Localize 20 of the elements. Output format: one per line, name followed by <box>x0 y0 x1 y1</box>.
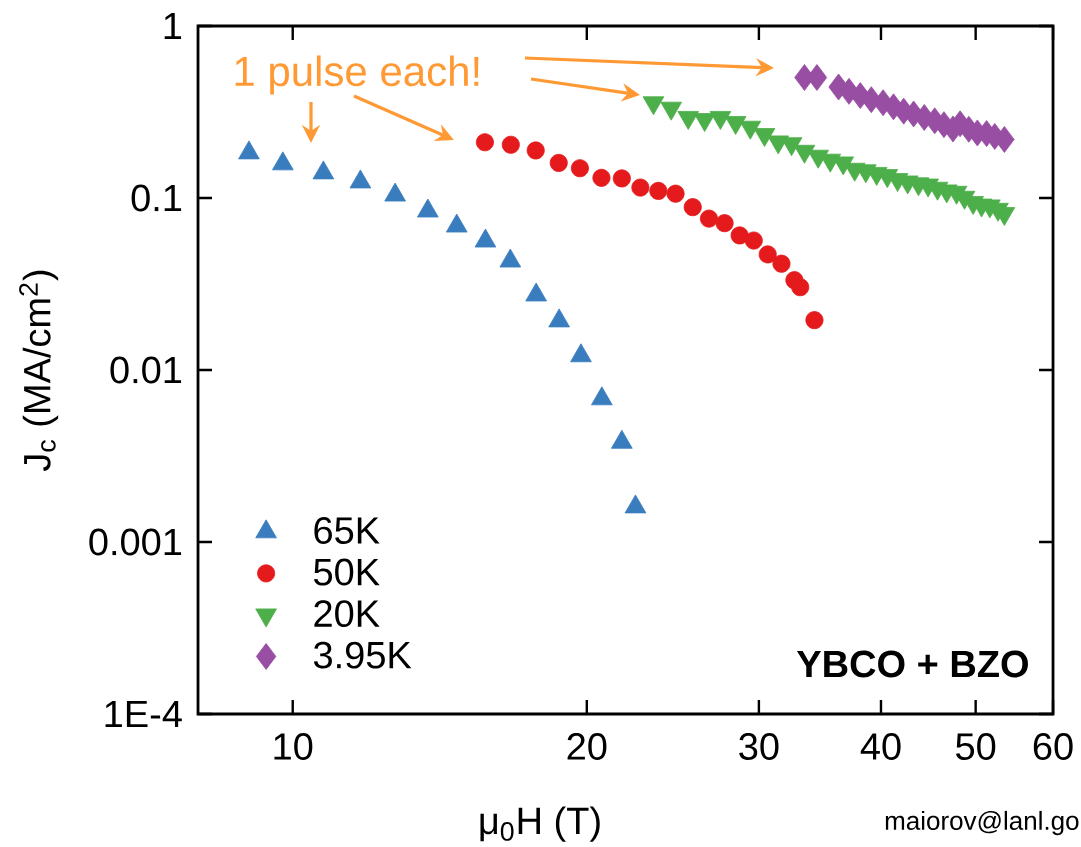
x-tick-label: 10 <box>274 733 313 760</box>
x-tick-label: 60 <box>1033 733 1073 760</box>
x-tick-label: 40 <box>860 733 901 760</box>
x-axis-title: μ$_{0}$H (T) <box>480 806 600 842</box>
y-tick-label: 0.001 <box>89 528 182 556</box>
legend-label: 3.95K <box>313 641 412 669</box>
x-tick-label: 20 <box>567 733 607 760</box>
legend-label: 20K <box>314 600 380 628</box>
x-tick-label: 30 <box>739 733 779 760</box>
y-tick-label: 0.01 <box>110 356 182 384</box>
x-tick-label: 50 <box>956 733 996 760</box>
annotation: 1 pulse each! <box>235 55 479 95</box>
y-tick-label: 1E-4 <box>105 700 182 728</box>
y-tick-label: 1 <box>164 12 182 40</box>
y-axis-title: J$_{c}$ (MA/cm$^{2}$) <box>19 270 59 472</box>
legend-label: 65K <box>314 517 380 544</box>
y-tick-label: 0.1 <box>131 184 182 212</box>
legend-label: 50K <box>314 558 380 586</box>
text: maiorov@lanl.go <box>885 810 1079 836</box>
annotation: YBCO + BZO <box>796 650 1028 678</box>
